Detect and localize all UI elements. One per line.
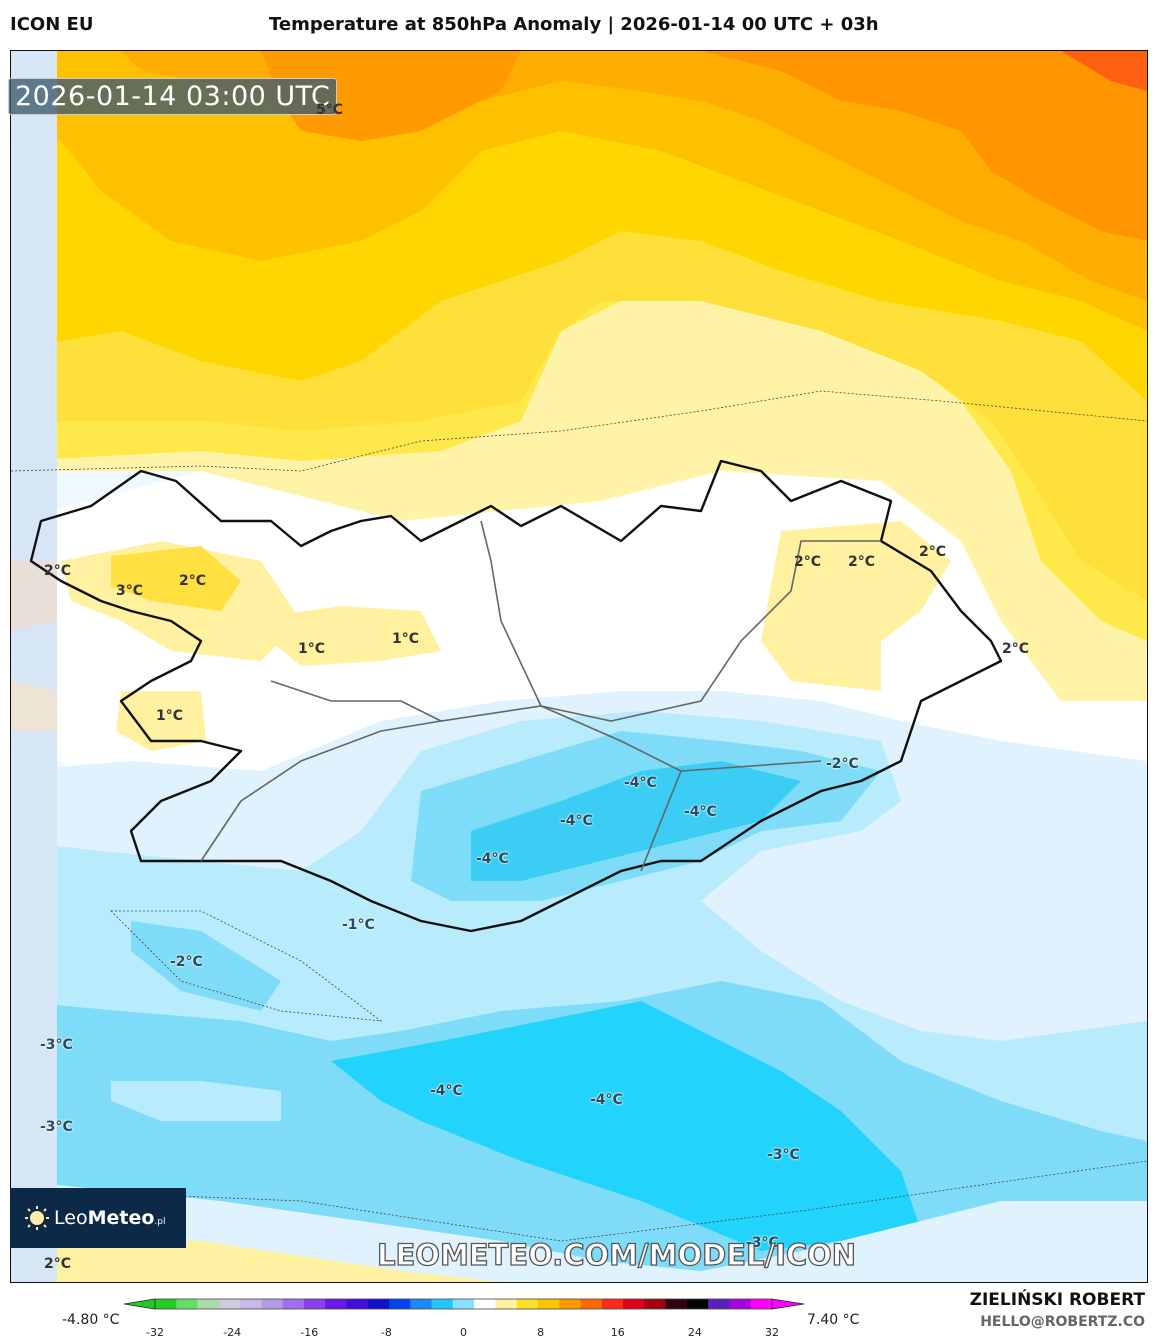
contour-label: -3°C — [767, 1147, 800, 1163]
contour-label: 3°C — [116, 583, 144, 599]
contour-label: 1°C — [392, 631, 420, 647]
author-email[interactable]: HELLO@ROBERTZ.CO — [980, 1314, 1145, 1330]
colorbar: -4.80 °C -32 -24 -16 -8 0 8 16 24 32 7.40 °C — [0, 1290, 1155, 1339]
contour-label: 5°C — [316, 102, 344, 118]
colorbar-tick-label: 16 — [610, 1326, 625, 1339]
contour-label: -4°C — [684, 804, 717, 820]
contour-label: 2°C — [1002, 641, 1030, 657]
colorbar-min-label: -4.80 °C — [62, 1312, 120, 1328]
contour-label: 1°C — [298, 641, 326, 657]
contour-label: -4°C — [476, 851, 509, 867]
valid-time-badge: 2026-01-14 03:00 UTC — [8, 78, 338, 115]
colorbar-tick-label: 0 — [460, 1326, 467, 1339]
contour-label: -1°C — [342, 917, 375, 933]
model-name: ICON EU — [10, 14, 94, 35]
contour-label: 2°C — [919, 544, 947, 560]
colorbar-gradient — [123, 1298, 805, 1310]
colorbar-tick-label: -24 — [223, 1326, 242, 1339]
colorbar-tick-label: -8 — [380, 1326, 392, 1339]
colorbar-max-label: 7.40 °C — [807, 1312, 860, 1328]
sun-icon — [24, 1205, 50, 1231]
contour-label: 2°C — [848, 554, 876, 570]
contour-label: 2°C — [44, 563, 72, 579]
colorbar-tick-label: 32 — [765, 1326, 779, 1339]
colorbar-tick-label: 24 — [687, 1326, 702, 1339]
logo-text: LeoMeteo.pl — [54, 1207, 166, 1229]
contour-label: -4°C — [430, 1083, 463, 1099]
author-name: ZIELIŃSKI ROBERT — [969, 1290, 1145, 1310]
leometeo-logo[interactable]: LeoMeteo.pl — [10, 1188, 186, 1248]
temperature-anomaly-field — [11, 51, 1147, 1282]
contour-label: -2°C — [826, 756, 859, 772]
coastline — [29, 459, 1003, 933]
colorbar-tick-label: 8 — [537, 1326, 545, 1339]
colorbar-tick-label: -16 — [300, 1326, 319, 1339]
contour-label: -4°C — [590, 1092, 623, 1108]
contour-label: -2°C — [170, 954, 203, 970]
contour-label: 1°C — [156, 708, 184, 724]
colorbar-tick-label: -32 — [146, 1326, 164, 1339]
contour-label: 2°C — [794, 554, 822, 570]
contour-label: -3°C — [746, 1235, 779, 1251]
contour-label: 2°C — [44, 1256, 72, 1272]
contour-label: -3°C — [40, 1037, 73, 1053]
contour-label: 2°C — [179, 573, 207, 589]
watermark-url: LEOMETEO.COM/MODEL/ICON — [376, 1237, 857, 1272]
forecast-map — [10, 50, 1148, 1283]
contour-label: -4°C — [624, 775, 657, 791]
chart-title: Temperature at 850hPa Anomaly | 2026-01-… — [269, 14, 879, 35]
contour-label: -4°C — [560, 813, 593, 829]
contour-label: -3°C — [40, 1119, 73, 1135]
